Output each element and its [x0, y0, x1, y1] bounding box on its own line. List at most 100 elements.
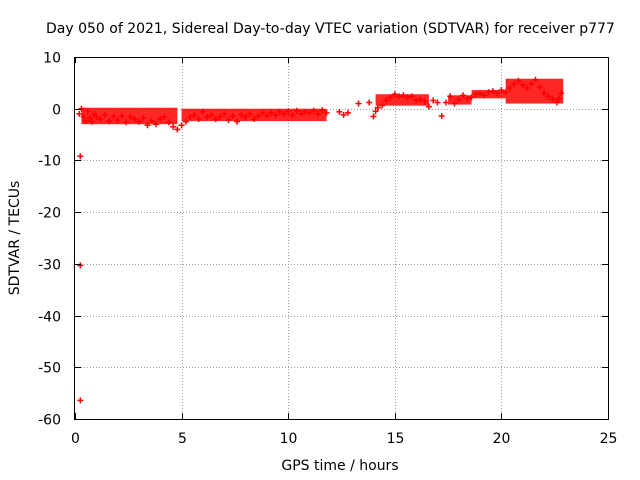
data-point [451, 100, 458, 107]
data-point [77, 262, 84, 269]
data-point [178, 122, 185, 129]
chart-title: Day 050 of 2021, Sidereal Day-to-day VTE… [46, 21, 615, 37]
data-point [430, 97, 437, 104]
data-point [285, 108, 292, 115]
data-point [153, 121, 160, 128]
data-point [174, 126, 181, 133]
data-point [225, 117, 232, 124]
data-point [293, 107, 300, 114]
data-point [545, 93, 552, 100]
data-point [84, 108, 91, 115]
data-point [97, 116, 104, 123]
data-point [157, 116, 164, 123]
data-point [370, 113, 377, 120]
data-point [319, 107, 326, 114]
data-point [413, 97, 420, 104]
data-point [229, 112, 236, 119]
y-axis-label: SDTVAR / TECUs [7, 181, 23, 296]
data-point [251, 116, 258, 123]
data-point [553, 99, 560, 106]
data-point [272, 111, 279, 118]
data-point [558, 90, 565, 97]
data-point [472, 91, 479, 98]
data-point [372, 108, 379, 115]
data-point [417, 96, 424, 103]
data-point [242, 113, 249, 120]
data-point [396, 93, 403, 100]
x-tick-label: 25 [600, 431, 618, 447]
data-point [255, 112, 262, 119]
data-point [404, 94, 411, 101]
data-point [93, 113, 100, 120]
data-point [515, 77, 522, 84]
data-point [259, 109, 266, 116]
data-point [374, 104, 381, 111]
data-point [549, 96, 556, 103]
data-point [336, 108, 343, 115]
data-point [383, 97, 390, 104]
data-point [379, 102, 386, 109]
data-point [195, 116, 202, 123]
data-point [114, 117, 121, 124]
y-tick-label: -20 [38, 206, 61, 222]
data-point [340, 111, 347, 118]
x-tick-label: 15 [387, 431, 405, 447]
x-tick-label: 5 [178, 431, 187, 447]
data-point [306, 109, 313, 116]
data-point [315, 110, 322, 117]
data-point [91, 110, 98, 117]
x-axis-label: GPS time / hours [281, 458, 398, 474]
data-point [234, 118, 241, 125]
data-point [165, 119, 172, 126]
data-point [89, 118, 96, 125]
data-point [323, 109, 330, 116]
data-point [434, 99, 441, 106]
data-point [344, 109, 351, 116]
data-point [481, 92, 488, 99]
data-point [77, 397, 84, 404]
data-point [82, 117, 89, 124]
data-point [442, 99, 449, 106]
data-point [425, 103, 432, 110]
data-point [140, 115, 147, 122]
data-point [421, 98, 428, 105]
data-point [498, 87, 505, 94]
data-point [148, 118, 155, 125]
data-point [477, 90, 484, 97]
data-point [101, 111, 108, 118]
data-point [532, 76, 539, 83]
data-point [464, 95, 471, 102]
data-point [216, 113, 223, 120]
data-point [485, 89, 492, 96]
y-tick-label: 10 [43, 51, 61, 67]
data-point [297, 110, 304, 117]
data-point [78, 105, 85, 112]
data-point [187, 113, 194, 120]
data-point [106, 118, 113, 125]
data-point [494, 90, 501, 97]
data-point [80, 113, 87, 120]
data-point [86, 115, 93, 122]
data-point [123, 119, 130, 126]
data-point [523, 85, 530, 92]
data-point [276, 108, 283, 115]
data-point [204, 113, 211, 120]
data-point [455, 96, 462, 103]
data-point [280, 110, 287, 117]
data-point [135, 118, 142, 125]
data-point [118, 112, 125, 119]
data-point [400, 92, 407, 99]
data-point [170, 123, 177, 130]
data-point [238, 111, 245, 118]
data-point [541, 90, 548, 97]
data-point [528, 80, 535, 87]
data-point [302, 108, 309, 115]
data-point [191, 111, 198, 118]
y-tick-labels: 10 0 -10 -20 -30 -40 -50 -60 [38, 51, 61, 429]
data-point [555, 95, 562, 102]
data-point [506, 85, 513, 92]
y-tick-label: -30 [38, 258, 61, 274]
axis-ticks [75, 57, 609, 420]
y-tick-label: -10 [38, 154, 61, 170]
